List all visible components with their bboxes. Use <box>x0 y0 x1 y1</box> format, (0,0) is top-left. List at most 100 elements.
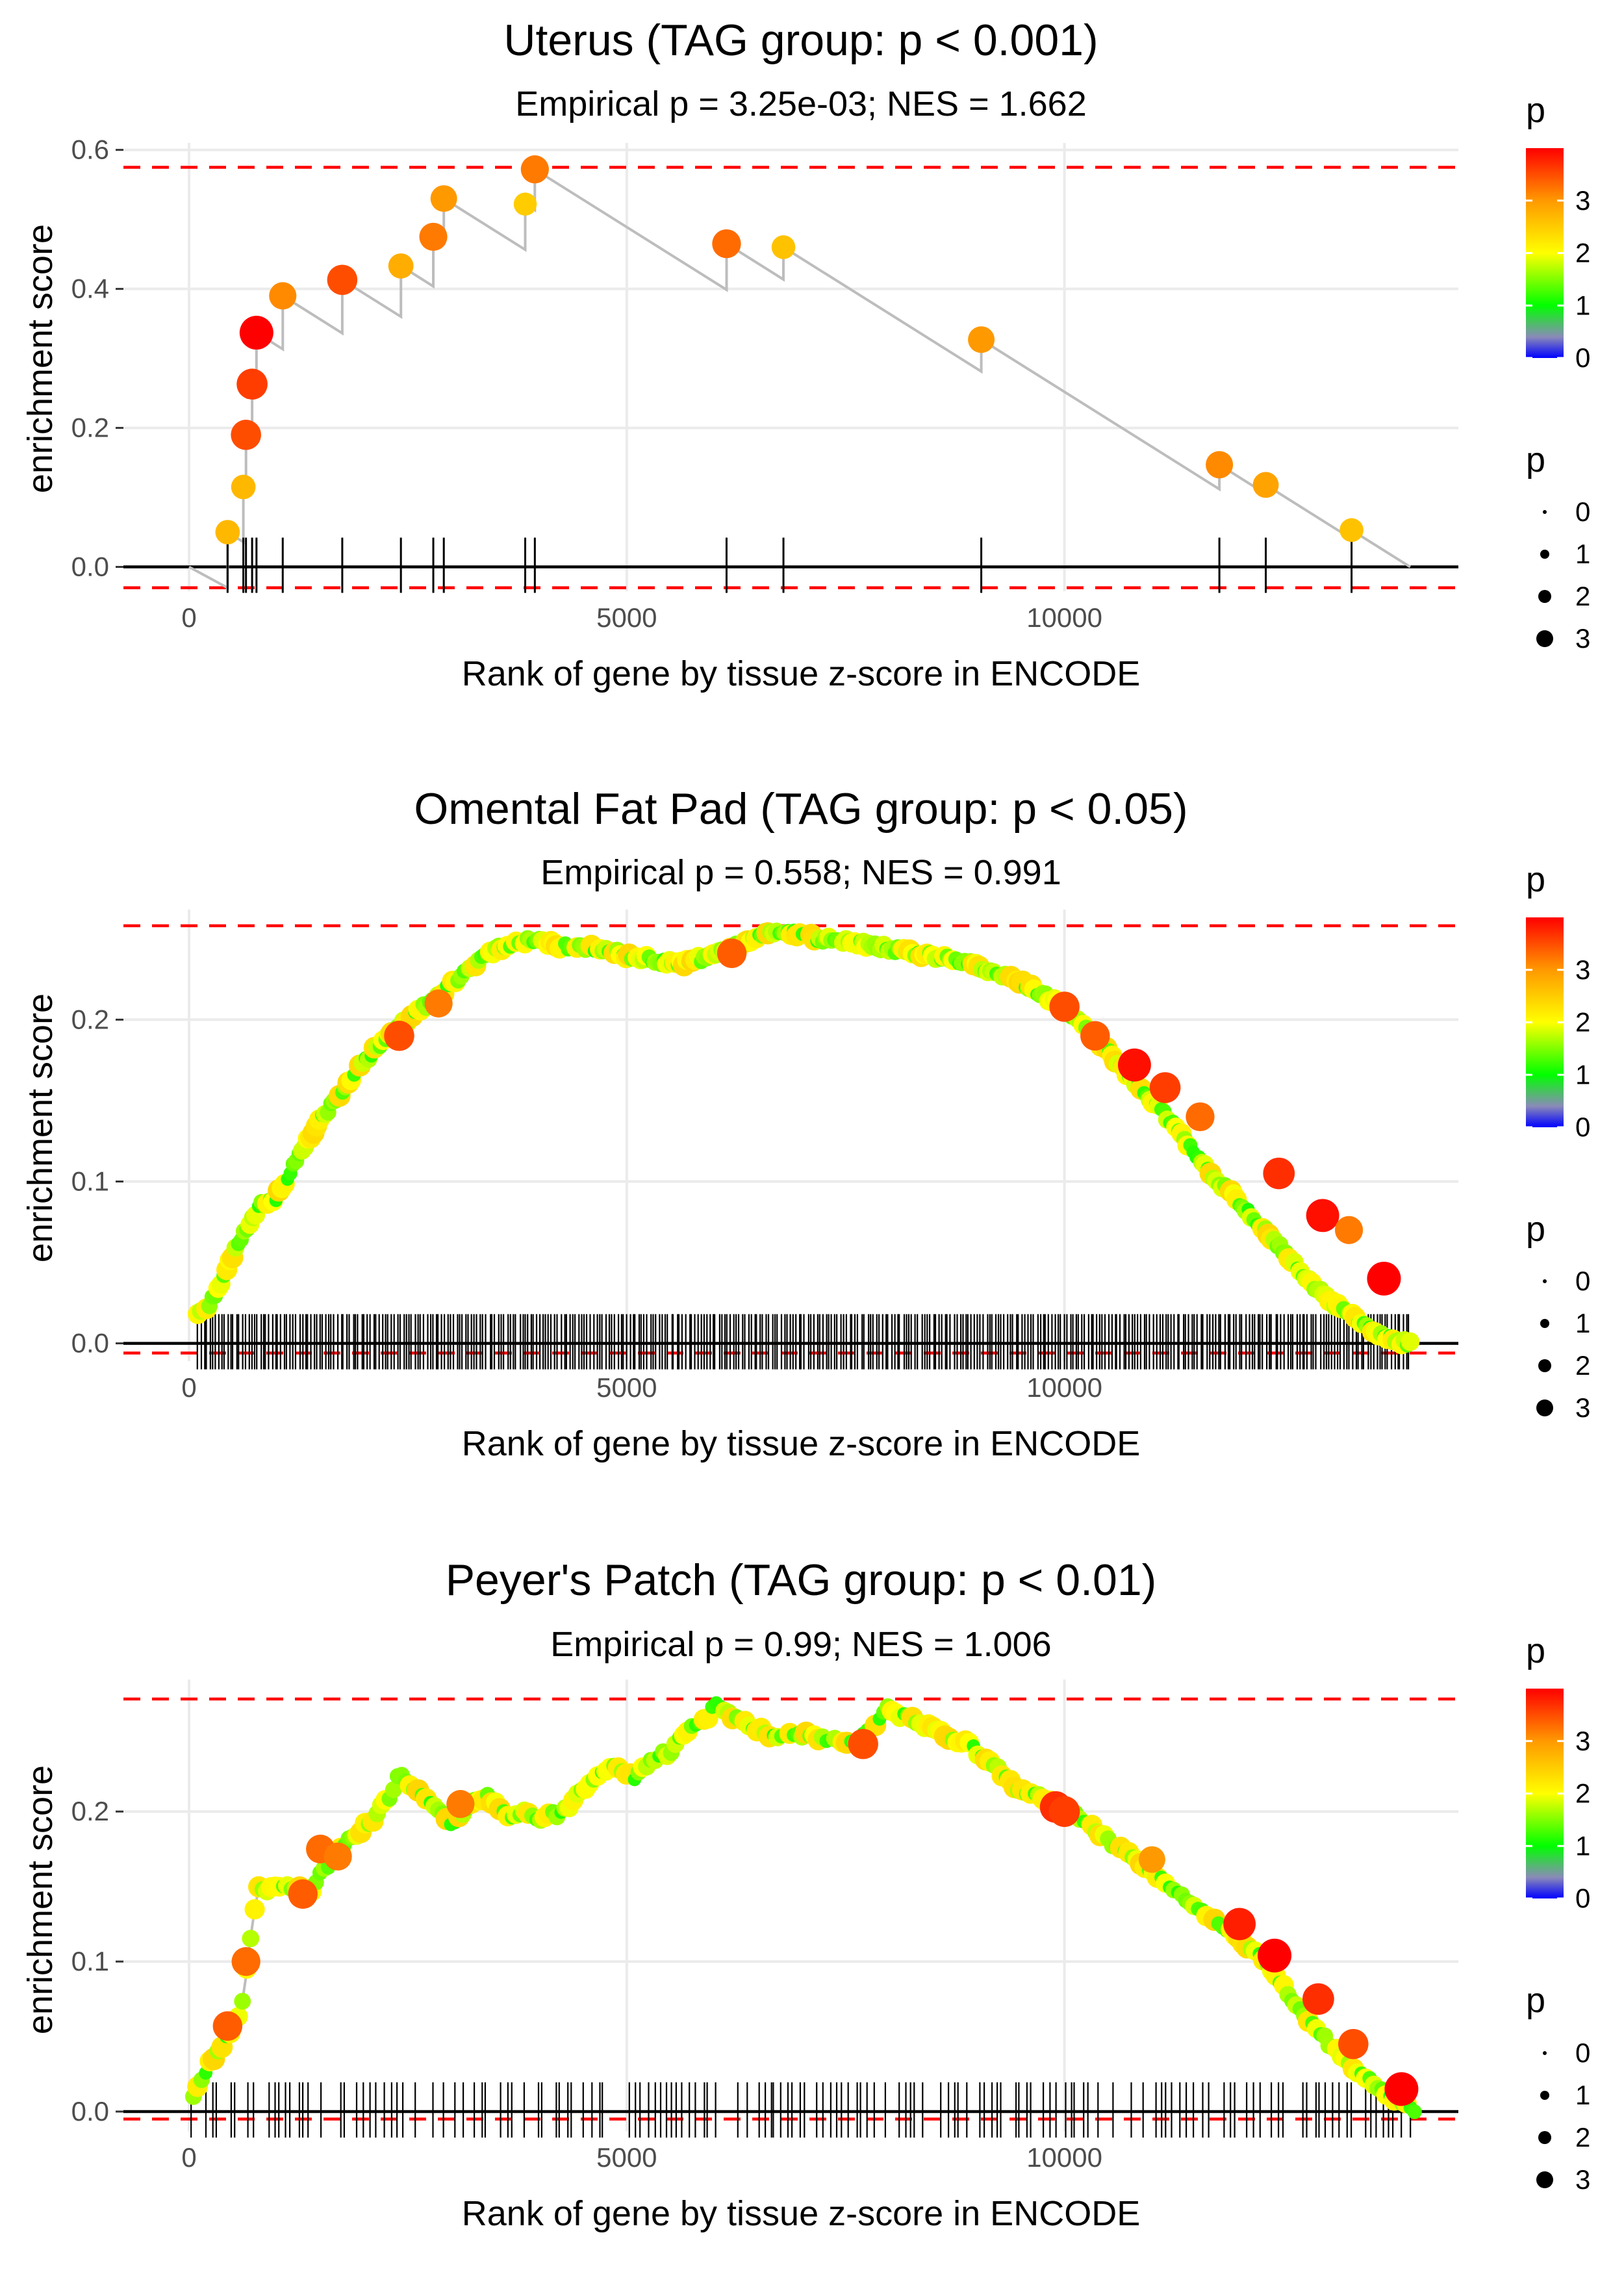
y-axis-title: enrichment score <box>21 1765 60 2034</box>
chart-subtitle: Empirical p = 0.558; NES = 0.991 <box>540 853 1061 892</box>
size-key <box>1538 590 1551 603</box>
data-point <box>1252 472 1279 498</box>
color-tick-label: 1 <box>1575 1830 1590 1861</box>
data-point <box>385 1781 402 1798</box>
data-point <box>717 938 747 968</box>
y-tick-label: 0.1 <box>71 1166 109 1196</box>
data-point <box>1338 2028 1369 2060</box>
color-tick-label: 2 <box>1575 1778 1590 1809</box>
data-point <box>215 520 240 544</box>
color-tick-label: 2 <box>1575 238 1590 268</box>
size-key <box>1536 630 1553 647</box>
data-point <box>1263 1157 1295 1190</box>
data-point <box>1048 1796 1080 1827</box>
data-point <box>239 316 273 350</box>
data-point <box>712 229 741 259</box>
color-tick-label: 1 <box>1575 1059 1590 1090</box>
size-key <box>1538 2131 1551 2144</box>
size-legend: 0 1 2 3 <box>1536 496 1590 654</box>
data-point <box>1384 2072 1419 2106</box>
y-tick-label: 0.0 <box>71 1328 109 1359</box>
color-tick-label: 2 <box>1575 1007 1590 1038</box>
color-tick-label: 3 <box>1575 954 1590 985</box>
legend: p 0 1 2 3 p 0 1 2 3 <box>1526 860 1590 1423</box>
data-point <box>1138 1846 1165 1873</box>
y-tick-label: 0.0 <box>71 552 109 582</box>
legend-color-title: p <box>1526 860 1545 899</box>
data-point <box>384 1021 414 1051</box>
data-point <box>1306 1199 1339 1233</box>
enrichment-line <box>192 1701 1415 2113</box>
data-point <box>446 1790 475 1819</box>
plot-area <box>123 910 1458 1370</box>
size-key <box>1536 2171 1553 2188</box>
data-point <box>968 326 995 353</box>
y-tick-label: 0.0 <box>71 2096 109 2127</box>
data-point <box>1339 518 1364 543</box>
chart-subtitle: Empirical p = 3.25e-03; NES = 1.662 <box>515 84 1087 123</box>
y-tick-label: 0.2 <box>71 413 109 443</box>
size-key-label: 2 <box>1575 1350 1590 1381</box>
y-tick-label: 0.2 <box>71 1796 109 1826</box>
data-point <box>236 368 268 400</box>
size-key-label: 1 <box>1575 2080 1590 2110</box>
size-key <box>1540 2091 1549 2100</box>
data-point <box>1149 1072 1181 1103</box>
data-point <box>231 1947 260 1976</box>
data-point <box>430 185 457 212</box>
x-tick-label: 5000 <box>596 2142 657 2173</box>
enrichment-line <box>197 929 1411 1345</box>
legend-size-title: p <box>1526 441 1545 479</box>
color-tick-label: 0 <box>1575 1112 1590 1142</box>
data-point <box>231 474 256 500</box>
color-tick-label: 3 <box>1575 1726 1590 1756</box>
x-tick-labels: 0 5000 10000 <box>181 1372 1102 1403</box>
y-axis-title: enrichment score <box>21 993 60 1262</box>
y-tick-label: 0.4 <box>71 274 109 304</box>
x-axis-title: Rank of gene by tissue z-score in ENCODE <box>462 654 1140 693</box>
data-point <box>1334 1216 1364 1244</box>
data-point <box>288 1879 318 1909</box>
y-tick-labels: 0.0 0.1 0.2 <box>71 1796 123 2127</box>
x-tick-label: 10000 <box>1026 1372 1102 1403</box>
chart-title: Omental Fat Pad (TAG group: p < 0.05) <box>414 784 1187 834</box>
data-point <box>327 264 358 295</box>
size-key-label: 1 <box>1575 1308 1590 1338</box>
x-tick-label: 5000 <box>596 602 657 633</box>
size-key-label: 3 <box>1575 623 1590 654</box>
data-point <box>234 1993 251 2010</box>
size-key-label: 2 <box>1575 2122 1590 2153</box>
size-key <box>1543 2051 1547 2055</box>
x-tick-label: 0 <box>181 602 196 633</box>
x-tick-label: 5000 <box>596 1372 657 1403</box>
size-legend: 0 1 2 3 <box>1536 2038 1590 2195</box>
x-tick-label: 0 <box>181 1372 196 1403</box>
x-tick-labels: 0 5000 10000 <box>181 2142 1102 2173</box>
size-key-label: 0 <box>1575 496 1590 527</box>
y-tick-labels: 0.0 0.2 0.4 0.6 <box>71 134 123 582</box>
x-tick-label: 10000 <box>1026 602 1102 633</box>
size-key-label: 0 <box>1575 1266 1590 1296</box>
data-point <box>269 282 297 310</box>
legend-size-title: p <box>1526 1981 1545 2020</box>
size-legend: 0 1 2 3 <box>1536 1266 1590 1423</box>
data-point <box>1258 1938 1292 1973</box>
size-key <box>1538 1359 1551 1372</box>
data-point <box>324 1842 352 1871</box>
legend: p 0 1 2 3 p 0 1 2 3 <box>1526 91 1590 654</box>
legend-color-title: p <box>1526 91 1545 130</box>
data-point <box>244 1899 265 1920</box>
size-key <box>1536 1399 1553 1416</box>
x-tick-labels: 0 5000 10000 <box>181 602 1102 633</box>
size-key-label: 2 <box>1575 581 1590 611</box>
data-point <box>1302 1983 1334 2015</box>
data-point <box>1117 1048 1151 1082</box>
data-point <box>848 1729 878 1759</box>
legend-color-title: p <box>1526 1631 1545 1670</box>
data-point <box>388 253 414 279</box>
legend-size-title: p <box>1526 1210 1545 1249</box>
data-point <box>1049 991 1080 1022</box>
size-key-label: 3 <box>1575 2164 1590 2195</box>
chart-subtitle: Empirical p = 0.99; NES = 1.006 <box>550 1625 1051 1664</box>
